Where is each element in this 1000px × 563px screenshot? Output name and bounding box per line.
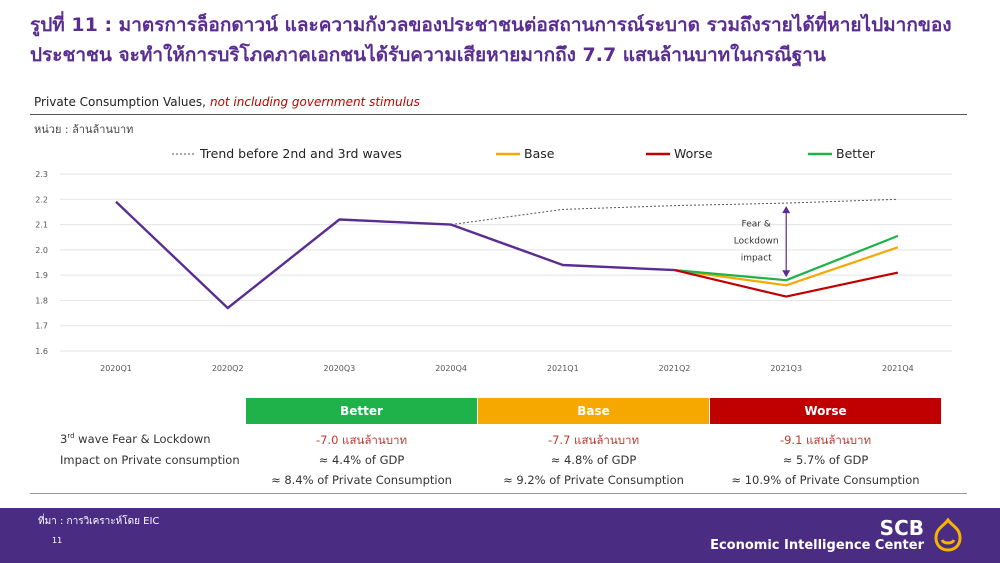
legend-label-base: Base (524, 146, 555, 161)
worse-value: -9.1 แสนล้านบาท (779, 433, 872, 447)
annotation-label: Fear & (742, 220, 771, 230)
y-tick-label: 2.2 (35, 195, 48, 204)
brand-name: SCB (879, 516, 924, 540)
table-header-worse: Worse (710, 398, 941, 424)
better-value: -7.0 แสนล้านบาท (315, 433, 408, 447)
table-header-better: Better (246, 398, 477, 424)
chart-subtitle: Private Consumption Values, not including… (34, 95, 420, 109)
unit-label: หน่วย : ล้านล้านบาท (34, 123, 134, 136)
brand-subtitle: Economic Intelligence Center (710, 538, 924, 553)
legend-label-worse: Worse (674, 146, 713, 161)
page-number: 11 (52, 536, 63, 545)
page-title: รูปที่ 11 : มาตรการล็อกดาวน์ และความกังว… (30, 14, 952, 66)
row-label-line1: 3rd wave Fear & Lockdown (60, 432, 211, 446)
x-tick-label: 2020Q1 (100, 364, 132, 373)
x-tick-label: 2020Q4 (435, 364, 467, 373)
base-gdp: ≈ 4.8% of GDP (550, 453, 637, 467)
table-bottom-rule (30, 493, 967, 494)
scb-logo-icon (934, 518, 962, 552)
y-tick-label: 1.9 (35, 271, 48, 280)
y-tick-label: 2.3 (35, 170, 48, 179)
worse-gdp: ≈ 5.7% of GDP (782, 453, 869, 467)
x-tick-label: 2021Q4 (882, 364, 914, 373)
y-tick-label: 2.0 (35, 246, 48, 255)
annotation-arrow-head-top (782, 206, 791, 214)
footer-bar: ที่มา : การวิเคราะห์โดย EIC 11 SCB Econo… (0, 508, 1000, 563)
legend-label-better: Better (836, 146, 876, 161)
x-tick-label: 2020Q3 (324, 364, 356, 373)
y-tick-label: 1.8 (35, 296, 48, 305)
y-tick-label: 1.6 (35, 347, 48, 356)
x-tick-label: 2021Q2 (659, 364, 691, 373)
row-label-line2: Impact on Private consumption (60, 453, 240, 467)
annotation-label: impact (741, 254, 772, 264)
x-tick-label: 2021Q1 (547, 364, 579, 373)
annotation-label: Lockdown (734, 237, 779, 247)
subtitle-text: Private Consumption Values, (34, 95, 206, 109)
annotation-arrow-head-bottom (782, 270, 791, 278)
table-header-base: Base (478, 398, 709, 424)
x-tick-label: 2021Q3 (770, 364, 802, 373)
series-line-worse (674, 269, 899, 298)
series-line-better (674, 234, 899, 282)
y-tick-label: 2.1 (35, 221, 48, 230)
y-tick-label: 1.7 (35, 322, 48, 331)
legend-label-trend: Trend before 2nd and 3rd waves (199, 146, 402, 161)
base-pc: ≈ 9.2% of Private Consumption (503, 473, 684, 487)
better-pc: ≈ 8.4% of Private Consumption (271, 473, 452, 487)
series-line-actual (115, 200, 675, 310)
line-chart: 1.6 1.7 1.8 1.9 2.0 2.1 2.2 2.3 2020Q1 2020Q2 2020… (35, 146, 952, 373)
x-tick-label: 2020Q2 (212, 364, 244, 373)
source-note: ที่มา : การวิเคราะห์โดย EIC (38, 516, 160, 527)
worse-pc: ≈ 10.9% of Private Consumption (731, 473, 920, 487)
series-line-trend (451, 198, 898, 226)
base-value: -7.7 แสนล้านบาท (547, 433, 640, 447)
divider (30, 114, 967, 115)
subtitle-note: not including government stimulus (209, 95, 420, 109)
series-line-base (674, 246, 899, 287)
better-gdp: ≈ 4.4% of GDP (318, 453, 405, 467)
